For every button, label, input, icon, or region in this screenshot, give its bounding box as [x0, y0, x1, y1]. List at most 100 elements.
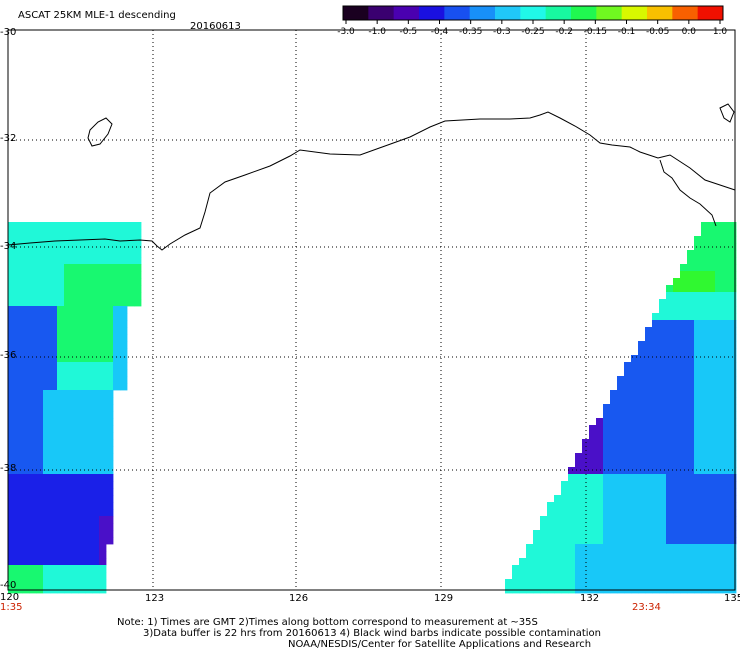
swath-cell	[554, 516, 562, 524]
swath-cell	[638, 425, 646, 433]
swath-cell	[708, 446, 716, 454]
swath-cell	[64, 432, 72, 440]
lon-label-129: 129	[434, 593, 454, 604]
swath-cell	[8, 558, 16, 566]
swath-cell	[22, 432, 30, 440]
swath-cell	[652, 404, 660, 412]
swath-cell	[99, 250, 107, 258]
swath-cell	[15, 481, 23, 489]
swath-cell	[722, 264, 730, 272]
swath-cell	[78, 334, 86, 342]
swath-cell	[106, 446, 114, 454]
swath-cell	[85, 236, 93, 244]
swath-cell	[22, 397, 30, 405]
swath-cell	[50, 488, 58, 496]
swath-cell	[708, 355, 716, 363]
swath-cell	[708, 516, 716, 524]
swath-cell	[71, 516, 79, 524]
swath-cell	[22, 243, 30, 251]
swath-cell	[715, 327, 723, 335]
swath-cell	[673, 383, 681, 391]
swath-cell	[673, 467, 681, 475]
swath-cell	[85, 327, 93, 335]
swath-cell	[729, 523, 737, 531]
swath-cell	[729, 327, 737, 335]
swath-cell	[57, 299, 65, 307]
swath-cell	[43, 460, 51, 468]
swath-cell	[85, 285, 93, 293]
swath-cell	[36, 390, 44, 398]
swath-cell	[673, 334, 681, 342]
swath-cell	[645, 523, 653, 531]
swath-cell	[687, 565, 695, 573]
swath-cell	[106, 292, 114, 300]
swath-cell	[624, 572, 632, 580]
swath-cell	[50, 257, 58, 265]
swath-cell	[610, 551, 618, 559]
swath-cell	[533, 544, 541, 552]
swath-cell	[57, 369, 65, 377]
swath-cell	[15, 523, 23, 531]
swath-cell	[687, 390, 695, 398]
swath-cell	[715, 348, 723, 356]
swath-cell	[722, 390, 730, 398]
swath-cell	[127, 292, 135, 300]
swath-cell	[673, 530, 681, 538]
swath-cell	[85, 355, 93, 363]
swath-cell	[694, 495, 702, 503]
swath-cell	[99, 278, 107, 286]
swath-cell	[729, 278, 737, 286]
swath-cell	[50, 453, 58, 461]
swath-cell	[106, 509, 114, 517]
swath-cell	[673, 481, 681, 489]
swath-cell	[589, 523, 597, 531]
swath-cell	[694, 376, 702, 384]
lat-label-40: -40	[0, 580, 17, 591]
swath-cell	[638, 418, 646, 426]
swath-cell	[694, 425, 702, 433]
swath-cell	[631, 453, 639, 461]
swath-cell	[687, 397, 695, 405]
swath-cell	[659, 299, 667, 307]
swath-cell	[729, 446, 737, 454]
swath-cell	[673, 355, 681, 363]
swath-cell	[624, 376, 632, 384]
swath-cell	[50, 516, 58, 524]
swath-cell	[596, 460, 604, 468]
swath-cell	[687, 299, 695, 307]
swath-cell	[134, 257, 142, 265]
swath-cell	[729, 250, 737, 258]
swath-cell	[43, 348, 51, 356]
swath-cell	[8, 341, 16, 349]
swath-cell	[29, 320, 37, 328]
swath-cell	[603, 579, 611, 587]
swath-cell	[57, 404, 65, 412]
swath-cell	[43, 495, 51, 503]
swath-cell	[596, 530, 604, 538]
swath-cell	[694, 502, 702, 510]
swath-cell	[722, 222, 730, 230]
swath-cell	[652, 334, 660, 342]
swath-cell	[64, 362, 72, 370]
swath-cell	[673, 439, 681, 447]
swath-cell	[64, 425, 72, 433]
swath-cell	[638, 495, 646, 503]
swath-cell	[687, 411, 695, 419]
swath-cell	[8, 509, 16, 517]
swath-cell	[701, 551, 709, 559]
swath-cell	[78, 446, 86, 454]
swath-cell	[57, 481, 65, 489]
swath-cell	[666, 530, 674, 538]
swath-cell	[652, 313, 660, 321]
swath-cell	[666, 495, 674, 503]
swath-cell	[50, 376, 58, 384]
swath-cell	[92, 306, 100, 314]
swath-cell	[610, 439, 618, 447]
swath-cell	[652, 432, 660, 440]
swath-cell	[113, 229, 121, 237]
swath-cell	[43, 292, 51, 300]
swath-cell	[561, 502, 569, 510]
swath-cell	[722, 327, 730, 335]
swath-cell	[64, 495, 72, 503]
swath-cell	[701, 509, 709, 517]
